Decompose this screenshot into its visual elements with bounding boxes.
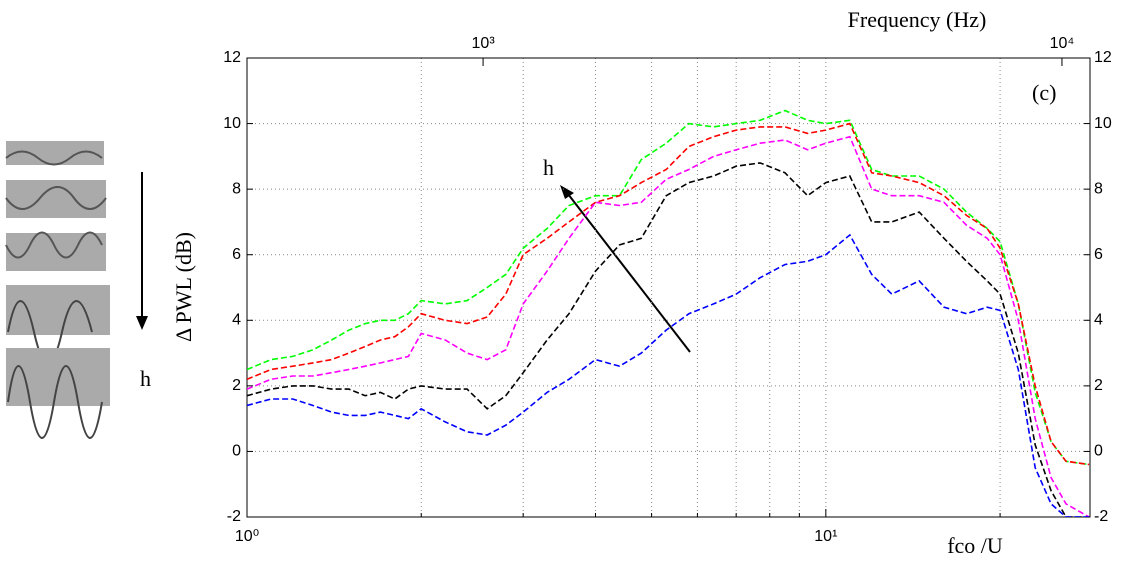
series-line [247, 109, 1090, 466]
x2-tick-label: 10⁴ [1050, 35, 1075, 52]
arrow [567, 193, 691, 353]
x-tick-label: 10⁰ [235, 528, 259, 545]
surface-thumbnails [5, 141, 110, 439]
arrow-head [136, 316, 148, 330]
series-line [247, 135, 1090, 517]
y-tick-label: -2 [227, 508, 241, 525]
x2-label: Frequency (Hz) [848, 7, 987, 32]
y2-tick-label: 10 [1094, 115, 1112, 132]
y2-tick-label: 2 [1094, 377, 1103, 394]
y-tick-label: 6 [232, 246, 241, 263]
annotation: h [543, 155, 554, 180]
annotation: h [140, 366, 151, 391]
y-tick-label: 10 [223, 115, 241, 132]
y2-tick-label: 4 [1094, 312, 1103, 329]
y-tick-label: 0 [232, 443, 241, 460]
series-line [247, 122, 1090, 466]
y2-tick-label: 0 [1094, 443, 1103, 460]
y-tick-label: 12 [223, 49, 241, 66]
x-tick-label: 10¹ [814, 528, 837, 545]
arrow-head [560, 185, 574, 199]
series-line [247, 233, 1090, 517]
y-tick-label: 2 [232, 377, 241, 394]
annotation: (c) [1032, 80, 1056, 105]
y2-tick-label: 6 [1094, 246, 1103, 263]
y2-tick-label: -2 [1094, 508, 1108, 525]
y-tick-label: 4 [232, 312, 241, 329]
x2-tick-label: 10³ [472, 35, 496, 52]
y2-tick-label: 8 [1094, 180, 1103, 197]
y2-tick-label: 12 [1094, 49, 1112, 66]
series-line [247, 162, 1090, 517]
x-label: fco /U [947, 533, 1003, 558]
plot-frame [246, 57, 1091, 518]
y-tick-label: 8 [232, 180, 241, 197]
y-label: Δ PWL (dB) [171, 232, 196, 342]
